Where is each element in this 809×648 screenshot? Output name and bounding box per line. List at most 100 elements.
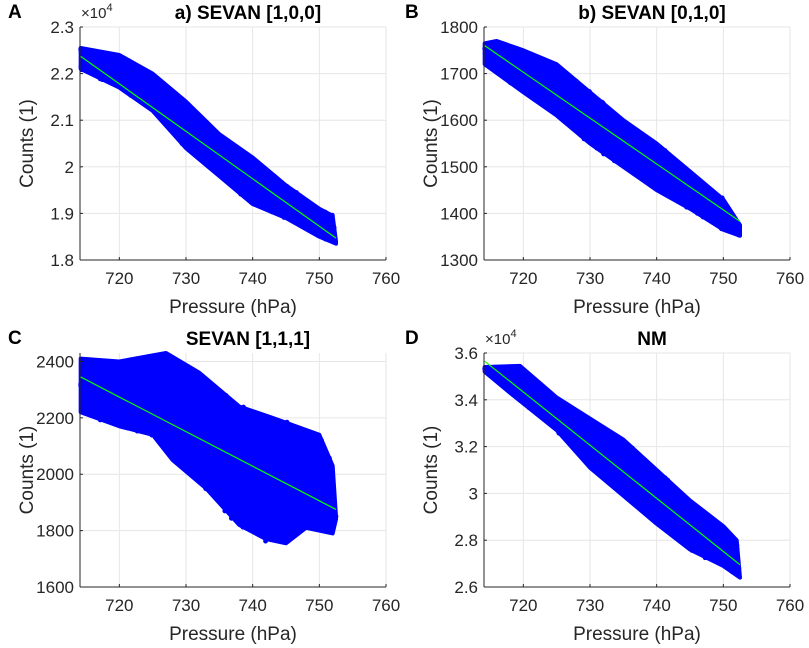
data-point [663,487,669,493]
data-point [280,191,286,197]
data-point [89,404,95,410]
data-point [645,470,651,476]
data-point [224,446,229,452]
data-point [700,214,706,220]
data-point [153,374,158,380]
data-point [84,363,90,369]
data-point [573,78,579,84]
data-point [250,489,255,495]
data-point [705,213,711,219]
data-point [630,126,636,131]
data-point [726,558,732,564]
data-point [537,84,543,90]
data-point [228,149,234,154]
data-point [722,529,728,534]
y-tick-label: 2.3 [50,18,74,37]
data-point [640,143,645,149]
data-point [665,160,670,166]
panel-a: 720 730 740 750 760 1.8 1.9 2 2.1 2.2 2.3 Pressure … [8,2,400,318]
data-point [666,527,672,533]
data-point [295,512,301,518]
data-point [508,80,513,86]
data-point [256,445,262,451]
data-point [189,373,195,379]
data-point [131,87,136,93]
data-point [696,515,702,520]
y-multiplier: ×104 [81,2,113,22]
y-tick-label: 1600 [36,578,74,597]
data-point [282,475,288,481]
data-point [207,455,213,461]
data-point [632,455,638,461]
data-point [78,383,84,389]
data-point [199,450,205,456]
data-point [734,549,739,554]
data-point [248,170,253,176]
data-point [229,436,234,441]
data-point [126,58,132,64]
data-point [514,394,520,399]
panel-letter: D [405,328,419,349]
data-point [573,411,578,416]
data-point [225,464,231,470]
data-point [135,77,141,83]
data-point [281,186,287,192]
y-tick-label: 1800 [36,522,74,541]
data-point [215,140,221,146]
data-point [246,468,251,474]
data-point [246,179,252,184]
data-point [169,127,175,133]
data-point [718,225,724,231]
data-point [638,459,644,464]
x-tick-label: 750 [709,269,737,288]
x-tick-label: 750 [305,269,333,288]
data-point [673,497,679,503]
data-point [699,530,705,536]
x-tick-label: 730 [172,269,200,288]
data-point [604,472,610,477]
data-point [640,504,646,509]
data-point [714,531,720,536]
data-point [648,485,654,490]
data-point [233,448,239,454]
data-point [235,408,241,414]
data-point [220,436,226,442]
data-point [197,121,203,126]
x-tick-label: 740 [238,269,266,288]
panel-b: 720 730 740 750 760 1300 1400 1500 1600 1700 1800 P… [405,2,804,318]
data-point [99,77,105,83]
data-point [712,536,718,542]
data-point [168,101,173,107]
data-point [238,191,244,197]
data-point [269,455,275,461]
data-point [247,156,253,161]
data-point [675,505,680,510]
data-point [641,147,647,153]
data-point [518,368,524,374]
data-point [643,467,649,472]
data-point [102,60,107,65]
data-point [141,75,147,81]
data-point [636,174,641,180]
data-point [114,407,119,412]
x-tick-label: 760 [776,269,804,288]
data-point [631,488,637,494]
data-point [649,474,655,480]
data-point [296,516,301,521]
data-point [680,195,686,201]
data-point [593,139,599,145]
data-point [656,481,661,487]
data-point [166,397,172,403]
data-point [179,136,185,142]
data-point [552,78,558,83]
data-point [305,453,311,459]
data-point [614,481,620,487]
x-tick-label: 720 [105,269,133,288]
data-point [700,551,706,557]
data-point [300,432,306,438]
data-point [607,478,613,484]
data-point [305,437,311,443]
data-point [322,235,327,241]
y-multiplier-exponent: 4 [106,2,112,14]
data-point [533,98,539,104]
